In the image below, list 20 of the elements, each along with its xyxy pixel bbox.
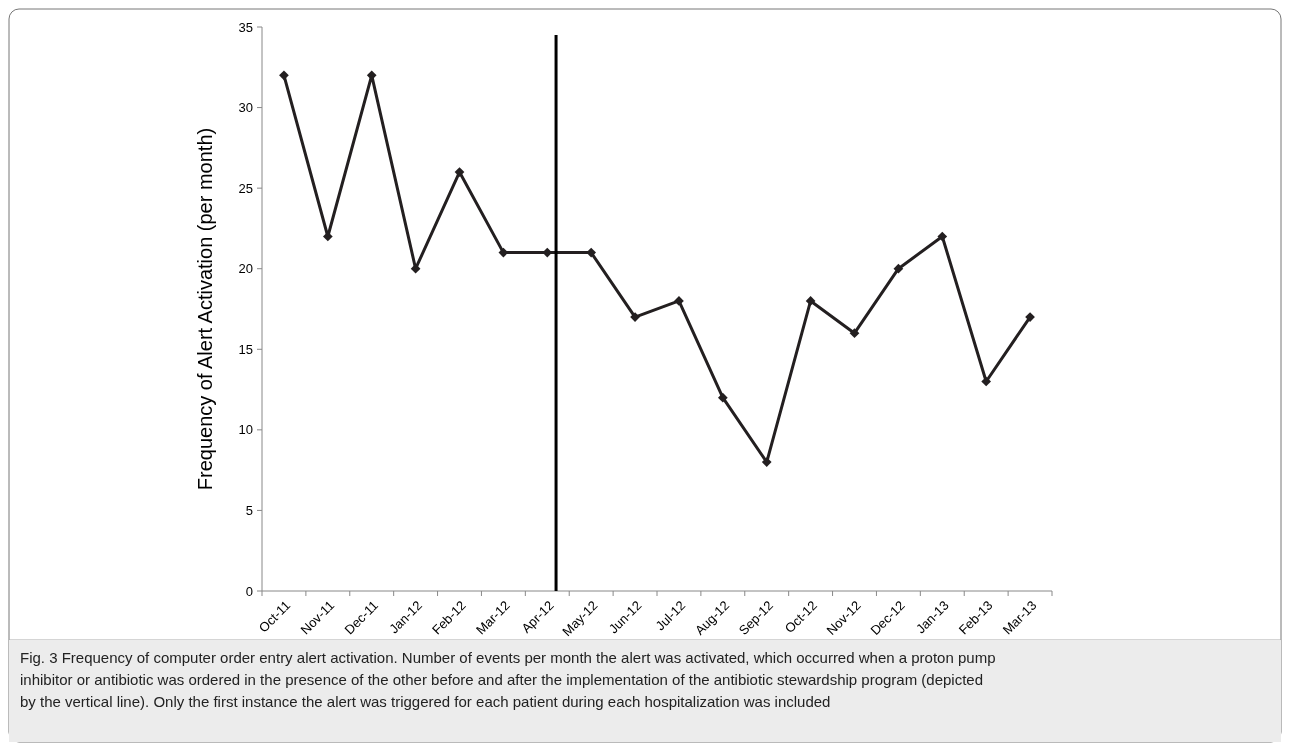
point — [849, 328, 860, 339]
y-tick-label: 5 — [245, 502, 253, 518]
y-tick-label: 25 — [238, 180, 253, 196]
point — [454, 167, 465, 177]
y-tick-label: 30 — [238, 100, 253, 116]
point — [279, 70, 289, 81]
point — [586, 247, 597, 258]
y-tick-label: 35 — [238, 19, 253, 35]
y-tick-label: 10 — [238, 422, 253, 438]
y-tick-label: 20 — [238, 261, 253, 277]
point — [805, 296, 816, 306]
point — [761, 457, 772, 467]
point — [937, 231, 948, 242]
y-tick-label: 0 — [245, 583, 253, 599]
point — [717, 392, 728, 403]
caption: Fig. 3 Frequency of computer order entry alert activation. Number of events per month the alert was activated, which occurred when a proton pump inhibitor or antibiotic was ordered in the presence of the other before and after the implementation of the antibiotic stewardship program (depicted by the vertical line). Only the first instance the alert was triggered for each patient during each hospitalization was included — [20, 649, 996, 710]
y-axis-title: Frequency of Alert Activation (per month) — [194, 127, 216, 491]
point — [981, 376, 992, 387]
point — [893, 263, 904, 274]
y-tick-label: 15 — [238, 341, 253, 357]
